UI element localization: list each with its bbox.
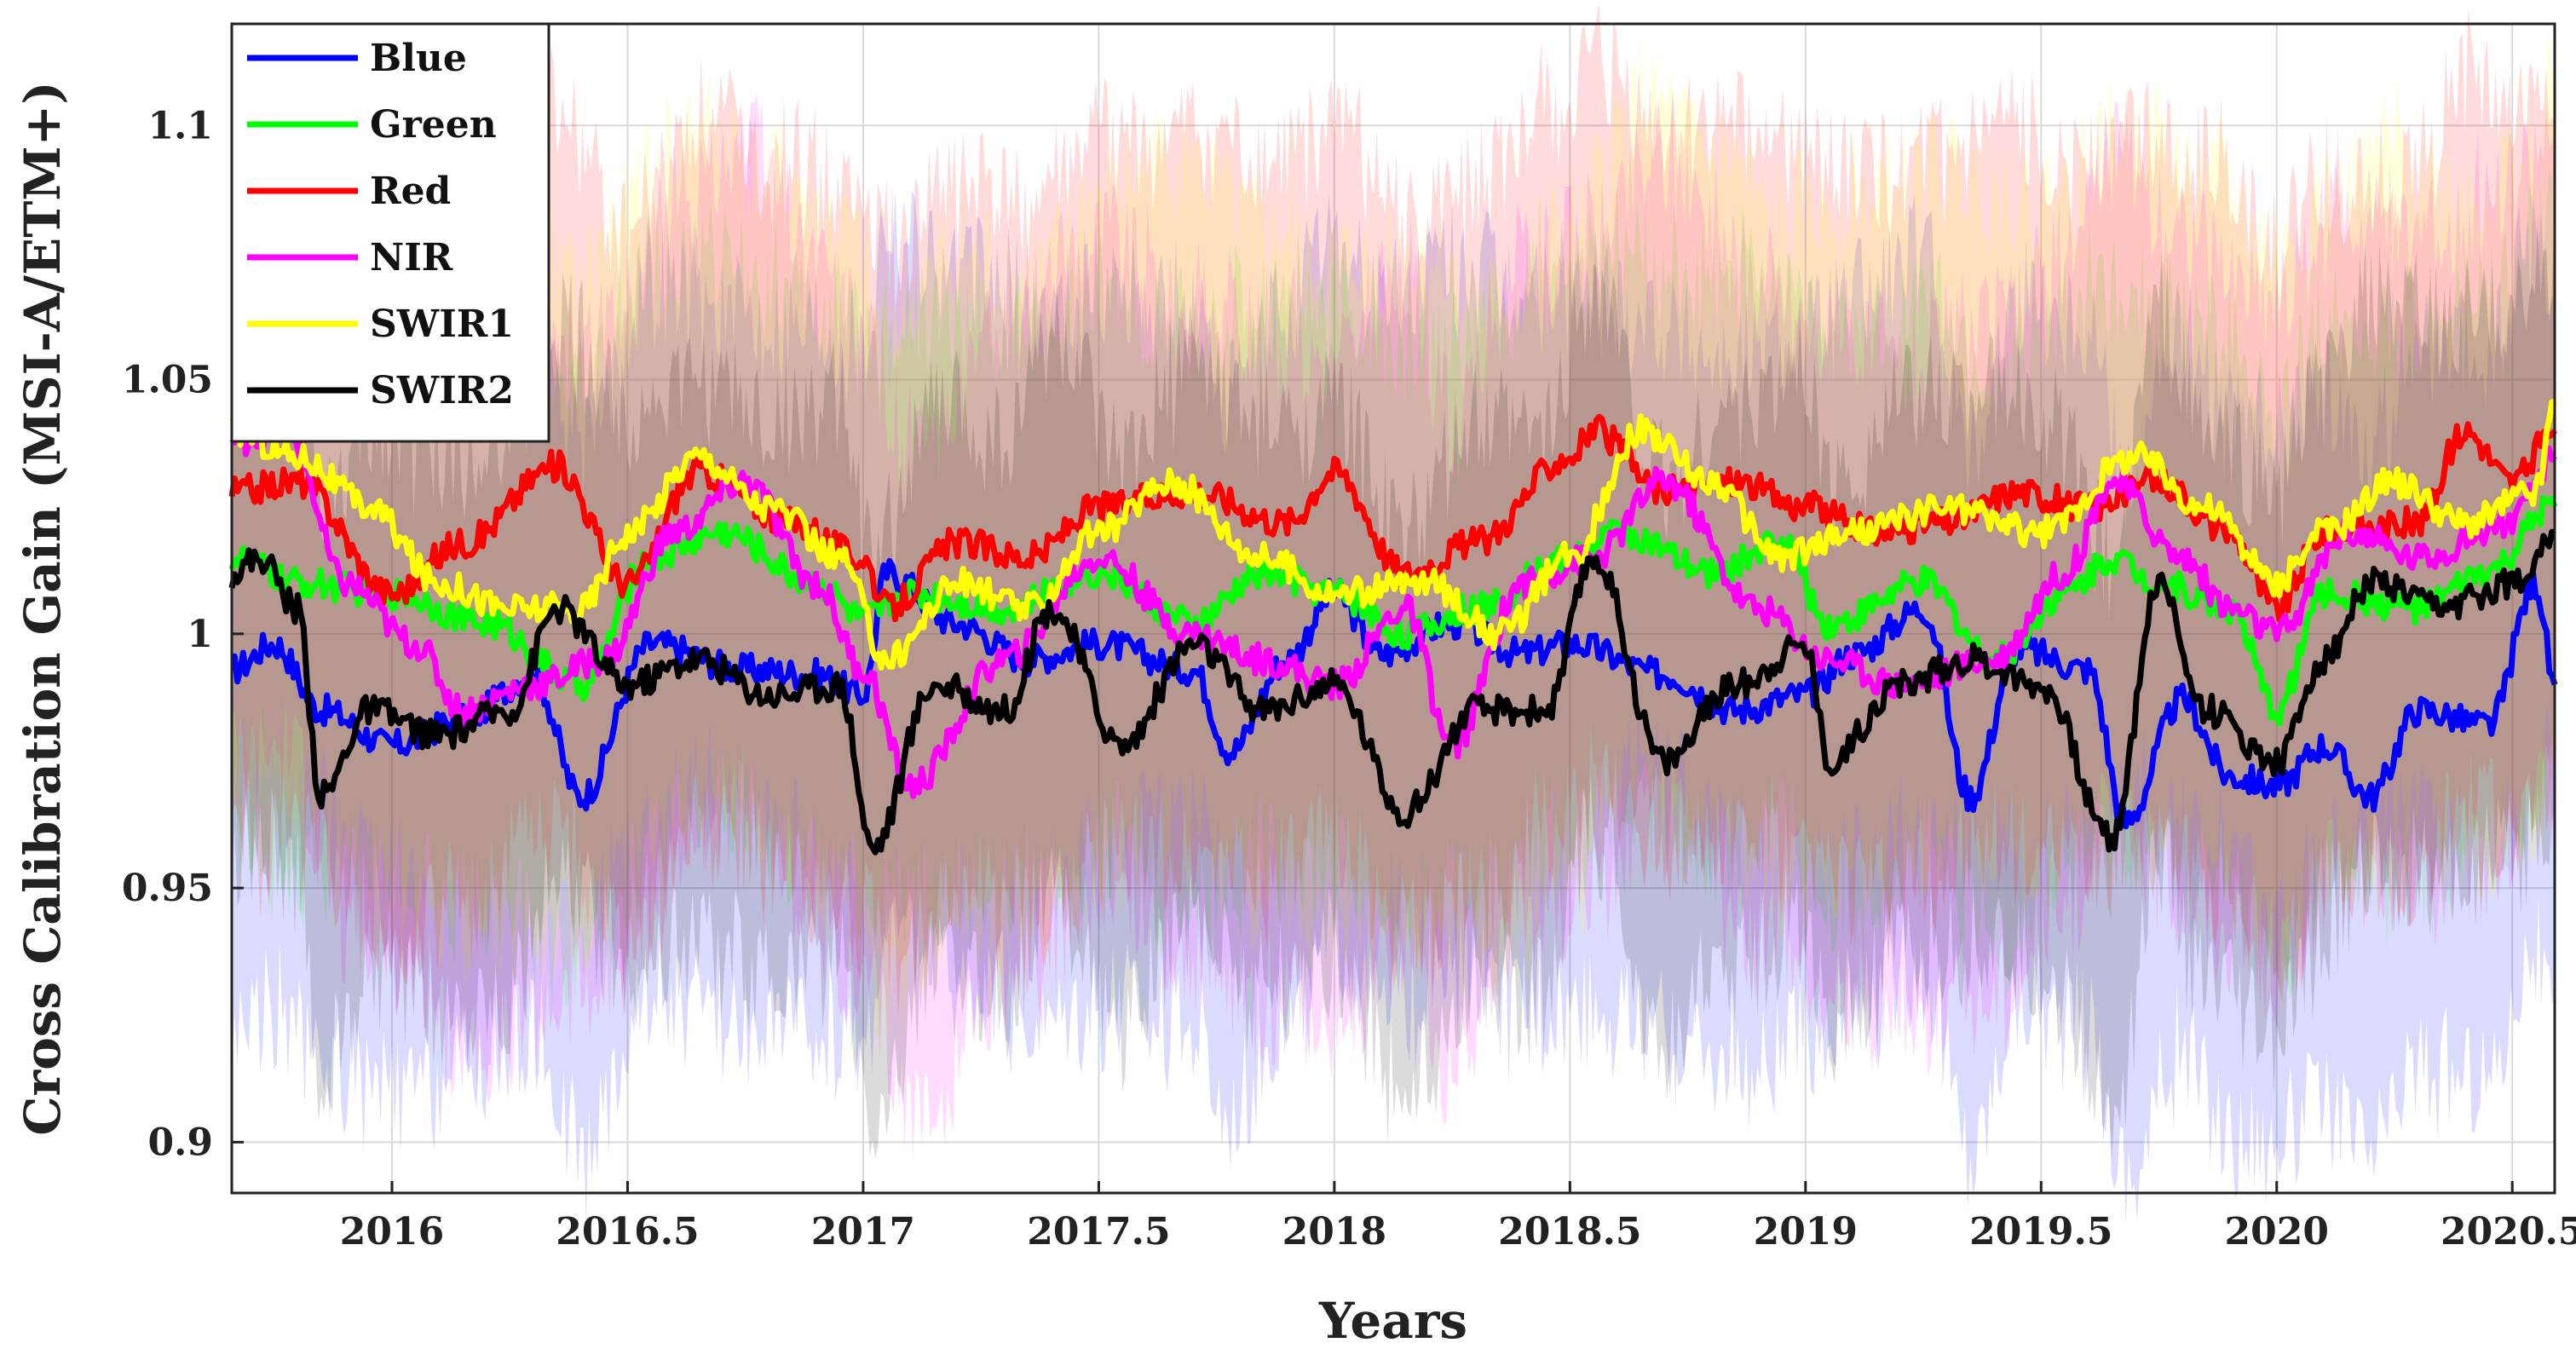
x-tick-label: 2020.5 (2441, 1210, 2576, 1253)
x-tick-label: 2016 (340, 1210, 444, 1253)
band-envelope-swir1 (232, 11, 2555, 1038)
legend: Blue Green Red NIR SWIR1 SWIR2 (230, 22, 550, 443)
y-tick-label: 1 (187, 613, 213, 656)
x-tick-label: 2020 (2225, 1210, 2329, 1253)
axis-ticks: 2016 2016.5 2017 2017.5 2018 2018.5 2019 2019.5… (122, 104, 2576, 1253)
band-envelope-swir2 (232, 205, 2555, 1159)
band-envelope-red (232, 3, 2555, 1019)
legend-label-blue: Blue (370, 37, 467, 80)
x-tick-label: 2019.5 (1969, 1210, 2112, 1253)
x-tick-label: 2017.5 (1027, 1210, 1170, 1253)
legend-label-nir: NIR (370, 236, 453, 279)
y-tick-label: 1.05 (122, 359, 213, 402)
x-tick-label: 2016.5 (556, 1210, 699, 1253)
legend-label-red: Red (370, 170, 451, 213)
x-tick-label: 2019 (1754, 1210, 1858, 1253)
y-tick-label: 1.1 (147, 104, 213, 147)
series-line-swir2 (228, 528, 2556, 856)
x-tick-label: 2018 (1282, 1210, 1386, 1253)
x-tick-label: 2017 (811, 1210, 915, 1253)
band-envelope-nir (232, 41, 2555, 1160)
x-tick-label: 2018.5 (1498, 1210, 1641, 1253)
series-line-nir (229, 415, 2557, 799)
band-envelopes (232, 3, 2555, 1225)
series-lines (228, 399, 2558, 856)
legend-label-swir2: SWIR2 (370, 369, 514, 412)
y-tick-label: 0.95 (122, 867, 213, 910)
plot-frame (230, 22, 2556, 1195)
band-envelope-blue (232, 191, 2555, 1225)
y-axis-label: Cross Calibration Gain (MSI-A/ETM+) (14, 81, 72, 1135)
legend-box (230, 22, 550, 443)
series-line-red (228, 413, 2557, 623)
series-line-blue (230, 557, 2558, 830)
y-tick-label: 0.9 (147, 1121, 213, 1164)
grid (232, 24, 2555, 1193)
legend-label-swir1: SWIR1 (370, 303, 514, 346)
series-line-swir1 (229, 399, 2557, 671)
x-axis-label: Years (1318, 1292, 1467, 1350)
legend-label-green: Green (370, 103, 497, 147)
